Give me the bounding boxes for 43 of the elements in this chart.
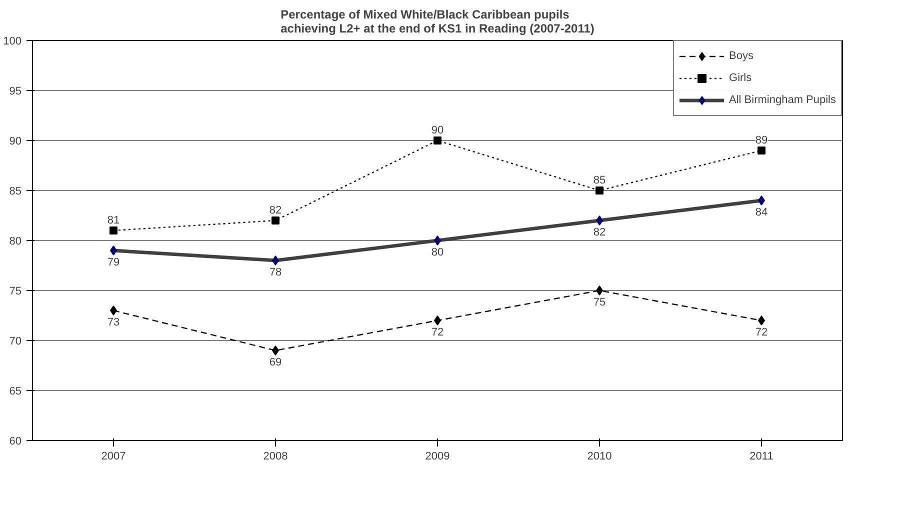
data-label: 90: [431, 124, 444, 136]
chart-title: Percentage of Mixed White/Black Caribbean pupils achieving L2+ at the end of KS1 in Reading (2007-2011): [280, 8, 594, 36]
y-tick-label: 100: [3, 36, 22, 48]
data-label: 81: [107, 214, 120, 226]
x-tick-label: 2008: [263, 450, 288, 462]
point: [272, 216, 280, 224]
data-label: 72: [431, 326, 444, 338]
point: [110, 226, 118, 234]
point: [272, 346, 279, 356]
point: [758, 316, 765, 326]
data-label: 69: [269, 356, 282, 368]
y-tick-label: 75: [9, 286, 22, 298]
y-tick-label: 85: [9, 186, 22, 198]
legend-label: Boys: [729, 50, 754, 62]
data-label: 72: [755, 326, 768, 338]
data-label: 82: [269, 204, 282, 216]
point: [758, 146, 766, 154]
x-tick-label: 2010: [587, 450, 612, 462]
data-label: 73: [107, 316, 120, 328]
point: [596, 186, 604, 194]
point: [596, 286, 603, 296]
legend-label: Girls: [729, 72, 752, 84]
data-label: 82: [593, 226, 606, 238]
x-tick-label: 2007: [101, 450, 126, 462]
data-label: 79: [107, 256, 120, 268]
data-label: 89: [755, 134, 768, 146]
data-label: 84: [755, 206, 768, 218]
data-label: 78: [269, 266, 282, 278]
y-tick-label: 95: [9, 86, 22, 98]
y-tick-label: 80: [9, 236, 22, 248]
y-tick-label: 65: [9, 386, 22, 398]
y-tick-label: 70: [9, 336, 22, 348]
data-label: 80: [431, 246, 444, 258]
point: [434, 316, 441, 326]
y-tick-label: 60: [9, 436, 22, 448]
y-tick-label: 90: [9, 136, 22, 148]
x-tick-label: 2009: [425, 450, 450, 462]
legend-label: All Birmingham Pupils: [729, 94, 836, 106]
x-tick-label: 2011: [750, 450, 774, 462]
point: [110, 306, 117, 316]
data-label: 85: [593, 174, 606, 186]
data-label: 75: [593, 296, 606, 308]
point: [434, 136, 442, 144]
